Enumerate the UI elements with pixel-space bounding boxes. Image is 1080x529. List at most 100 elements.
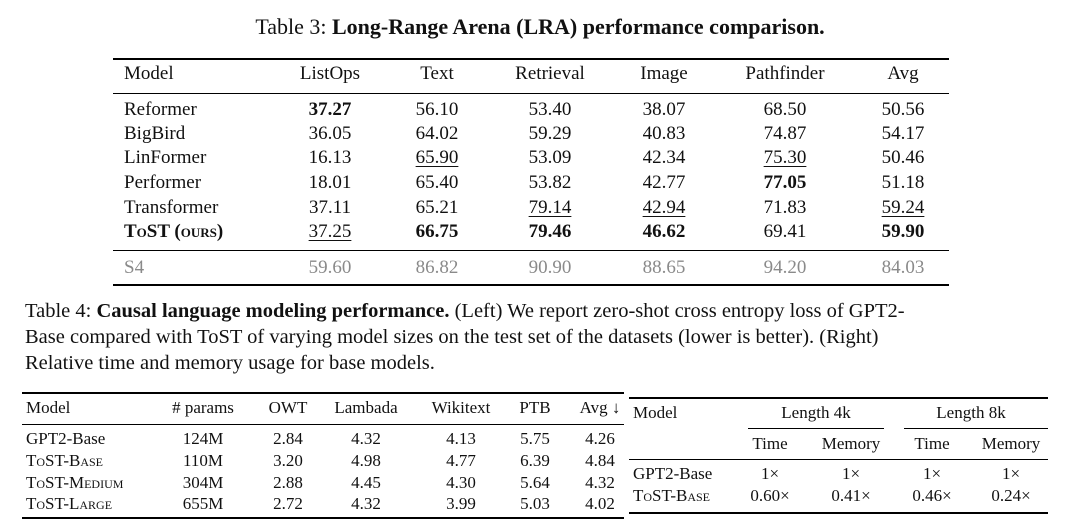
table4-right-group-rule-8k <box>904 428 1048 429</box>
table4-left-cell: 5.75 <box>520 429 550 448</box>
table4-left-row-model: ToST-Medium <box>26 473 124 492</box>
table4-left-cell: 124M <box>182 429 224 448</box>
table4-left-cell: 4.45 <box>351 473 381 492</box>
table4-left-header-params: # params <box>172 398 234 417</box>
table4-left-cell: 3.20 <box>273 451 303 470</box>
table4-left-cell: 655M <box>182 494 224 513</box>
table3-header-listops: ListOps <box>299 63 361 84</box>
table3-cell: 53.40 <box>528 99 572 120</box>
table4-left-header-rule <box>22 424 624 425</box>
table3-cell: 74.87 <box>763 123 807 144</box>
table4-left-cell: 4.32 <box>351 429 381 448</box>
table3-cell: 37.25 <box>308 221 352 242</box>
table4-left-bottom-rule <box>22 517 624 519</box>
table3-row-model: Reformer <box>124 99 197 120</box>
table3-cell: 88.65 <box>642 257 686 278</box>
table3-cell: 56.10 <box>415 99 459 120</box>
table4-left-row-model: GPT2-Base <box>26 429 106 448</box>
table4-caption-line2: Base compared with ToST of varying model… <box>25 326 879 348</box>
table3-cell: 36.05 <box>308 123 352 144</box>
table4-right-header-rule <box>629 459 1048 460</box>
table3-cell: 84.03 <box>881 257 925 278</box>
table4-right-group-4k: Length 4k <box>781 403 851 422</box>
table3-cell: 69.41 <box>763 221 807 242</box>
table3-cell: 59.29 <box>528 123 572 144</box>
table3-header-pathfinder: Pathfinder <box>745 63 825 84</box>
table3-cell: 40.83 <box>642 123 686 144</box>
table3-cell: 42.77 <box>642 172 686 193</box>
table3-cell: 53.82 <box>528 172 572 193</box>
table3-header-text: Text <box>420 63 454 84</box>
table3-cell: 65.90 <box>415 147 459 168</box>
table4-right-sub-memory-8k: Memory <box>981 434 1041 453</box>
table3-cell: 94.20 <box>763 257 807 278</box>
table4-caption-label: Table 4: <box>25 300 92 322</box>
table3-header-image: Image <box>640 63 688 84</box>
table4-left-cell: 4.13 <box>446 429 476 448</box>
table4-left-cell: 4.26 <box>585 429 615 448</box>
table3-cell: 64.02 <box>415 123 459 144</box>
table4-left-header-avg: Avg ↓ <box>579 398 621 417</box>
table4-caption-line1: Table 4: Causal language modeling perfor… <box>25 298 1065 324</box>
table3-row-model: Transformer <box>124 197 219 218</box>
table3-cell: 79.14 <box>528 197 572 218</box>
table3-cell: 71.83 <box>763 197 807 218</box>
table3-cell: 18.01 <box>308 172 352 193</box>
table3-header-avg: Avg <box>887 63 919 84</box>
table3-cell: 75.30 <box>763 147 807 168</box>
table3-row-model: LinFormer <box>124 147 207 168</box>
table3-cell: 86.82 <box>415 257 459 278</box>
table3-caption-title: Long-Range Arena (LRA) performance compa… <box>331 14 825 39</box>
table4-left-cell: 4.77 <box>446 451 476 470</box>
table3: Model ListOps Text Retrieval Image Pathf… <box>124 63 925 278</box>
table4-left-header-wikitext: Wikitext <box>431 398 491 417</box>
table4-right-sub-time-4k: Time <box>752 434 788 453</box>
table3-row-model-ours: ToST (ours) <box>124 221 224 242</box>
table4-left-cell: 2.84 <box>273 429 303 448</box>
table4-left-row-model: ToST-Large <box>26 494 113 513</box>
table4-left-cell: 4.32 <box>585 473 615 492</box>
table4-left-cell: 110M <box>183 451 223 470</box>
table4-caption-title: Causal language modeling performance. <box>96 300 450 322</box>
table4-left-cell: 6.39 <box>520 451 550 470</box>
table3-cell: 68.50 <box>763 99 807 120</box>
table4-right-group-rule-4k <box>748 428 884 429</box>
table3-cell: 42.94 <box>642 197 686 218</box>
table4-left-cell: 4.32 <box>351 494 381 513</box>
table4-left-header-model: Model <box>26 398 71 417</box>
table3-caption: Table 3: Long-Range Arena (LRA) performa… <box>0 14 1080 40</box>
table4-left-cell: 3.99 <box>446 494 476 513</box>
table4-left-cell: 4.02 <box>585 494 615 513</box>
table4-caption-line3: Relative time and memory usage for base … <box>25 352 435 374</box>
table4-left-cell: 4.30 <box>446 473 476 492</box>
table3-cell: 59.60 <box>308 257 352 278</box>
table4-right-cell: 0.41× <box>831 486 871 505</box>
table4-left-cell: 4.98 <box>351 451 381 470</box>
table3-mid-rule <box>113 250 949 251</box>
table4-right-bottom-rule <box>629 512 1048 514</box>
table3-cell: 79.46 <box>528 221 572 242</box>
table3-cell: 37.11 <box>308 197 352 218</box>
table3-cell: 50.56 <box>881 99 925 120</box>
table3-cell: 59.24 <box>881 197 925 218</box>
table4-right-cell: 1× <box>1001 464 1021 483</box>
table4-right-row-model: GPT2-Base <box>633 464 713 483</box>
table4-left-top-rule <box>22 392 624 394</box>
table4-right-cell: 0.24× <box>991 486 1031 505</box>
table4-left-header-lambada: Lambada <box>334 398 398 417</box>
table3-cell: 16.13 <box>308 147 352 168</box>
table4-caption-line1-rest: (Left) We report zero-shot cross entropy… <box>454 300 905 322</box>
table3-row-model-s4: S4 <box>124 257 145 278</box>
table4-left-row-model: ToST-Base <box>26 451 103 470</box>
table3-header-retrieval: Retrieval <box>515 63 585 84</box>
table3-cell: 37.27 <box>308 99 352 120</box>
table3-header-rule <box>113 93 949 94</box>
table4-right-sub-memory-4k: Memory <box>821 434 881 453</box>
table4-left-cell: 4.84 <box>585 451 615 470</box>
table3-cell: 53.09 <box>528 147 572 168</box>
table3-cell: 54.17 <box>881 123 925 144</box>
table3-header-model: Model <box>124 63 174 84</box>
table3-cell: 65.40 <box>415 172 459 193</box>
table3-bottom-rule <box>113 284 949 286</box>
